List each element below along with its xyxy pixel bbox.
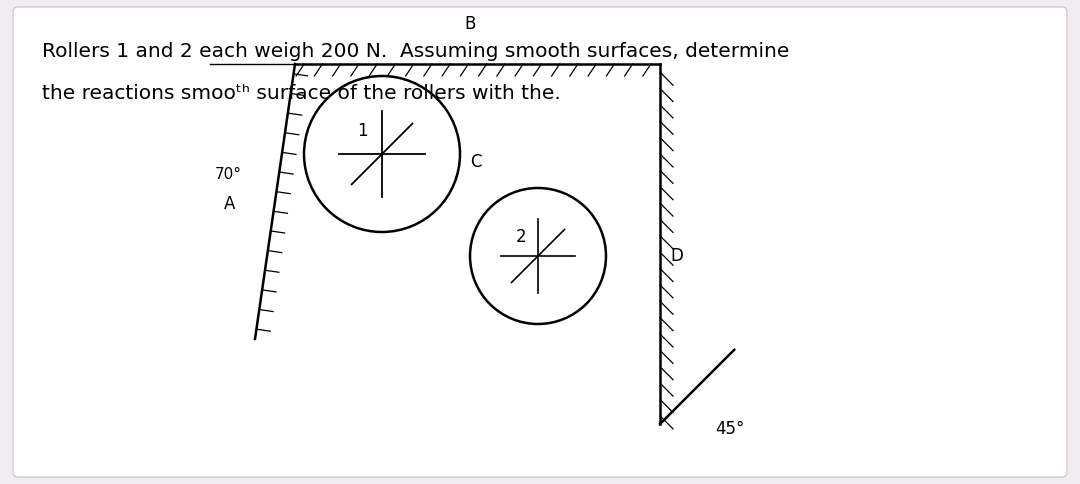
Text: A: A [225,195,235,213]
Text: 70°: 70° [215,166,242,182]
Text: D: D [670,247,683,265]
FancyBboxPatch shape [13,7,1067,477]
Text: 1: 1 [357,121,368,139]
Text: Rollers 1 and 2 each weigh 200 N.  Assuming smooth surfaces, determine: Rollers 1 and 2 each weigh 200 N. Assumi… [42,42,789,61]
Text: 45°: 45° [715,420,744,438]
Text: B: B [464,15,475,33]
Text: the reactions smooᵗʰ surface of the rollers with the.: the reactions smooᵗʰ surface of the roll… [42,84,561,103]
Text: 2: 2 [515,228,526,246]
Text: C: C [470,153,482,171]
